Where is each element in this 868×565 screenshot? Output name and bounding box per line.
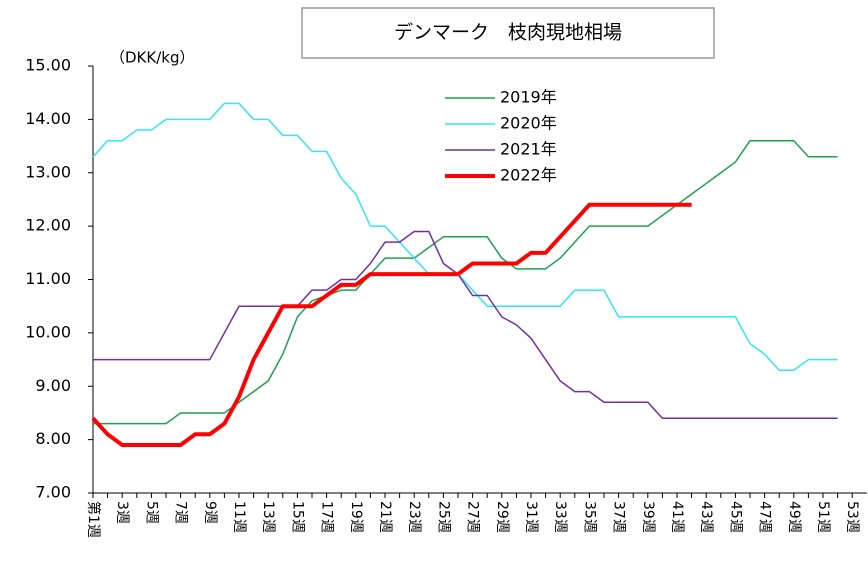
y-tick-label: 9.00 (35, 376, 71, 395)
x-tick-label: 19週 (348, 501, 364, 533)
x-tick-label: 15週 (289, 501, 305, 533)
x-tick-label: 37週 (611, 501, 627, 533)
x-tick-label: 25週 (435, 501, 451, 533)
x-tick-label: 33週 (552, 501, 568, 533)
y-tick-label: 14.00 (25, 109, 71, 128)
x-tick-label: 43週 (698, 501, 714, 533)
legend-label: 2021年 (500, 140, 557, 159)
series-line (93, 230, 838, 420)
y-tick-label: 8.00 (35, 429, 71, 448)
y-tick-label: 13.00 (25, 162, 71, 181)
x-tick-label: 17週 (319, 501, 335, 533)
x-tick-label: 7週 (173, 501, 189, 524)
x-tick-label: 21週 (377, 501, 393, 533)
x-tick-label: 53週 (844, 501, 860, 533)
x-tick-label: 35週 (581, 501, 597, 533)
series-line (93, 139, 838, 425)
x-tick-label: 39週 (640, 501, 656, 533)
y-tick-label: 12.00 (25, 216, 71, 235)
legend-label: 2022年 (500, 166, 557, 185)
x-tick-label: 45週 (727, 501, 743, 533)
x-tick-label: 11週 (231, 501, 247, 533)
x-tick-label: 49週 (786, 501, 802, 533)
x-tick-label: 3週 (114, 501, 130, 524)
legend-label: 2019年 (500, 88, 557, 107)
x-tick-label: 29週 (494, 501, 510, 533)
x-tick-label: 9週 (202, 501, 218, 524)
x-tick-label: 5週 (143, 501, 159, 524)
x-tick-label: 47週 (757, 501, 773, 533)
y-tick-label: 7.00 (35, 483, 71, 502)
y-tick-label: 10.00 (25, 322, 71, 341)
series-line (91, 202, 692, 447)
y-tick-label: 11.00 (25, 269, 71, 288)
x-tick-label: 23週 (406, 501, 422, 533)
title-box (301, 7, 715, 59)
x-tick-label: 31週 (523, 501, 539, 533)
x-tick-label: 27週 (465, 501, 481, 533)
y-unit: （DKK/kg） (110, 49, 195, 67)
chart-title: デンマーク 枝肉現地相場 (394, 22, 622, 44)
legend-label: 2020年 (500, 114, 557, 133)
series-line (92, 102, 838, 371)
x-tick-label: 13週 (260, 501, 276, 533)
x-tick-label: 41週 (669, 501, 685, 533)
x-tick-label: 第1週 (85, 501, 102, 538)
x-tick-label: 51週 (815, 501, 831, 533)
y-tick-label: 15.00 (25, 56, 71, 75)
